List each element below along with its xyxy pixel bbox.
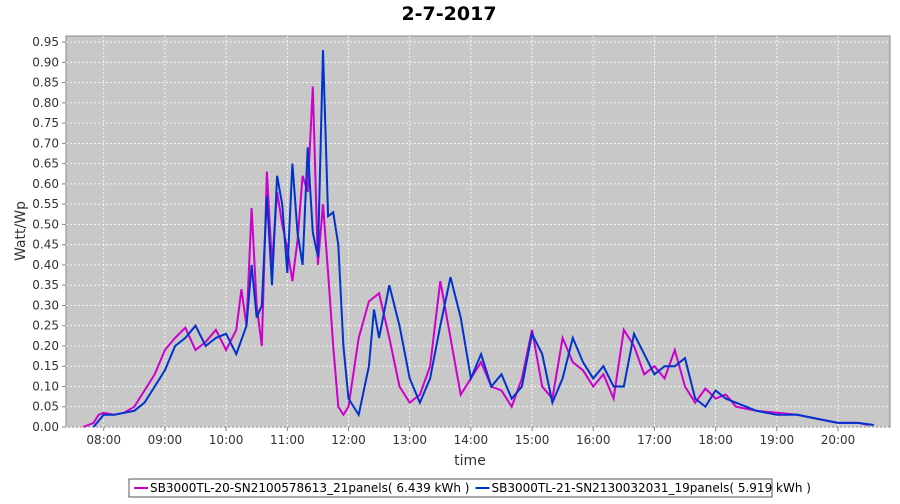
y-tick-label: 0.35: [32, 278, 59, 292]
legend-label: SB3000TL-20-SN2100578613_21panels( 6.439…: [150, 481, 469, 495]
x-tick-label: 20:00: [821, 433, 856, 447]
x-tick-label: 10:00: [209, 433, 244, 447]
y-tick-label: 0.05: [32, 400, 59, 414]
y-tick-label: 0.70: [32, 136, 59, 150]
x-tick-label: 09:00: [148, 433, 183, 447]
legend: [128, 478, 773, 498]
y-tick-label: 0.55: [32, 197, 59, 211]
y-tick-label: 0.30: [32, 298, 59, 312]
x-tick-label: 08:00: [86, 433, 121, 447]
x-tick-label: 19:00: [760, 433, 795, 447]
y-tick-label: 0.65: [32, 157, 59, 171]
y-tick-label: 0.85: [32, 76, 59, 90]
y-tick-label: 0.45: [32, 238, 59, 252]
chart-title: 2-7-2017: [401, 3, 496, 25]
y-tick-label: 0.25: [32, 319, 59, 333]
legend-label: SB3000TL-21-SN2130032031_19panels( 5.919…: [491, 481, 810, 495]
y-tick-label: 0.50: [32, 217, 59, 231]
x-axis-label: time: [454, 453, 486, 469]
y-tick-label: 0.15: [32, 359, 59, 373]
x-tick-label: 14:00: [454, 433, 489, 447]
x-tick-label: 11:00: [270, 433, 305, 447]
x-tick-label: 13:00: [392, 433, 427, 447]
x-tick-label: 16:00: [576, 433, 611, 447]
x-tick-label: 15:00: [515, 433, 550, 447]
y-axis-label: Watt/Wp: [13, 201, 29, 261]
y-tick-label: 0.75: [32, 116, 59, 130]
y-tick-label: 0.00: [32, 420, 59, 434]
x-tick-label: 17:00: [637, 433, 672, 447]
x-tick-label: 18:00: [698, 433, 733, 447]
y-tick-label: 0.20: [32, 339, 59, 353]
y-tick-label: 0.60: [32, 177, 59, 191]
y-tick-label: 0.10: [32, 379, 59, 393]
series-line: [92, 50, 874, 428]
y-tick-label: 0.40: [32, 258, 59, 272]
y-tick-label: 0.90: [32, 55, 59, 69]
x-tick-label: 12:00: [331, 433, 366, 447]
y-tick-label: 0.95: [32, 35, 59, 49]
y-tick-label: 0.80: [32, 96, 59, 110]
